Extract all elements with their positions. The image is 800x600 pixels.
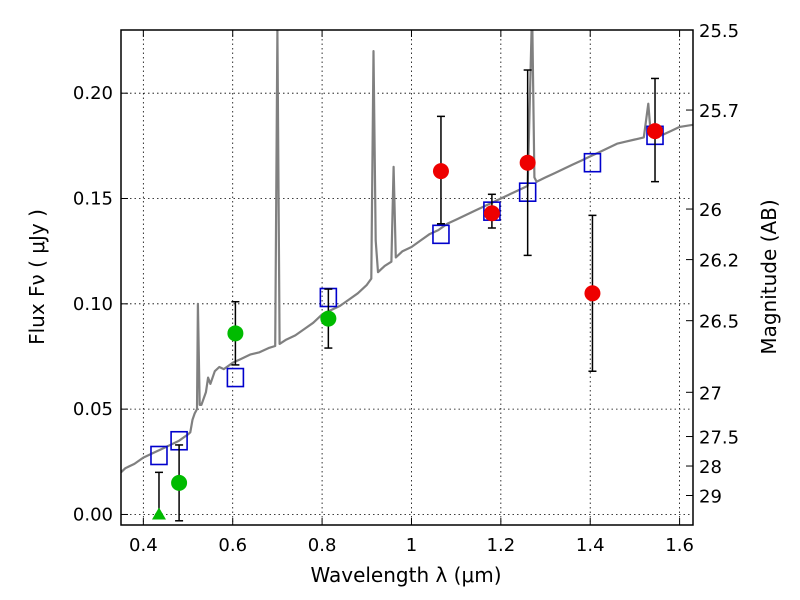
red-data-point xyxy=(584,285,601,302)
right-tick-label: 25.7 xyxy=(699,101,739,122)
x-tick-label: 1 xyxy=(406,535,417,556)
grid-layer xyxy=(121,30,693,525)
red-data-point xyxy=(432,163,449,180)
green-data-point xyxy=(320,310,337,327)
marker-layer xyxy=(150,69,664,522)
y-tick-label: 0.20 xyxy=(73,83,113,104)
y-right-axis-label: Magnitude (AB) xyxy=(757,199,781,354)
red-data-point xyxy=(519,154,536,171)
right-tick-label: 29 xyxy=(699,487,722,508)
right-tick-label: 26.5 xyxy=(699,312,739,333)
right-tick-label: 27 xyxy=(699,383,722,404)
x-tick-label: 1.2 xyxy=(487,535,516,556)
plot-frame xyxy=(120,29,694,526)
x-tick-label: 1.6 xyxy=(665,535,694,556)
green-data-point xyxy=(171,474,188,491)
spectrum-layer xyxy=(121,30,693,474)
red-data-point xyxy=(483,205,500,222)
y-tick-label: 0.15 xyxy=(73,189,113,210)
x-axis-label: Wavelength λ (μm) xyxy=(310,563,501,587)
y-tick-label: 0.00 xyxy=(73,504,113,525)
y-axis-label: Flux Fν ( μJy ) xyxy=(25,209,49,345)
x-tick-label: 0.4 xyxy=(129,535,158,556)
model-square-point xyxy=(432,224,450,245)
upper-limit-triangle xyxy=(151,507,166,520)
x-tick-label: 0.8 xyxy=(308,535,337,556)
model-square-point xyxy=(226,367,245,388)
model-square-point xyxy=(583,152,602,173)
spectrum-line xyxy=(121,30,693,474)
right-tick-label: 28 xyxy=(699,457,722,478)
tick-layer: 0.4 0.6 0.8 1 1.2 1.4 1.6 0.00 0.05 0.10 0.15 0.20 2… xyxy=(73,21,739,556)
green-data-point xyxy=(227,325,244,342)
red-data-point xyxy=(647,123,664,140)
right-tick-label: 26.2 xyxy=(699,251,739,272)
right-tick-label: 26 xyxy=(699,200,722,221)
y-tick-label: 0.05 xyxy=(73,399,113,420)
right-tick-label: 25.5 xyxy=(699,21,739,42)
x-tick-label: 0.6 xyxy=(218,535,247,556)
y-tick-label: 0.10 xyxy=(73,294,113,315)
right-tick-label: 27.5 xyxy=(699,428,739,449)
x-tick-label: 1.4 xyxy=(576,535,605,556)
model-square-point xyxy=(150,445,168,466)
